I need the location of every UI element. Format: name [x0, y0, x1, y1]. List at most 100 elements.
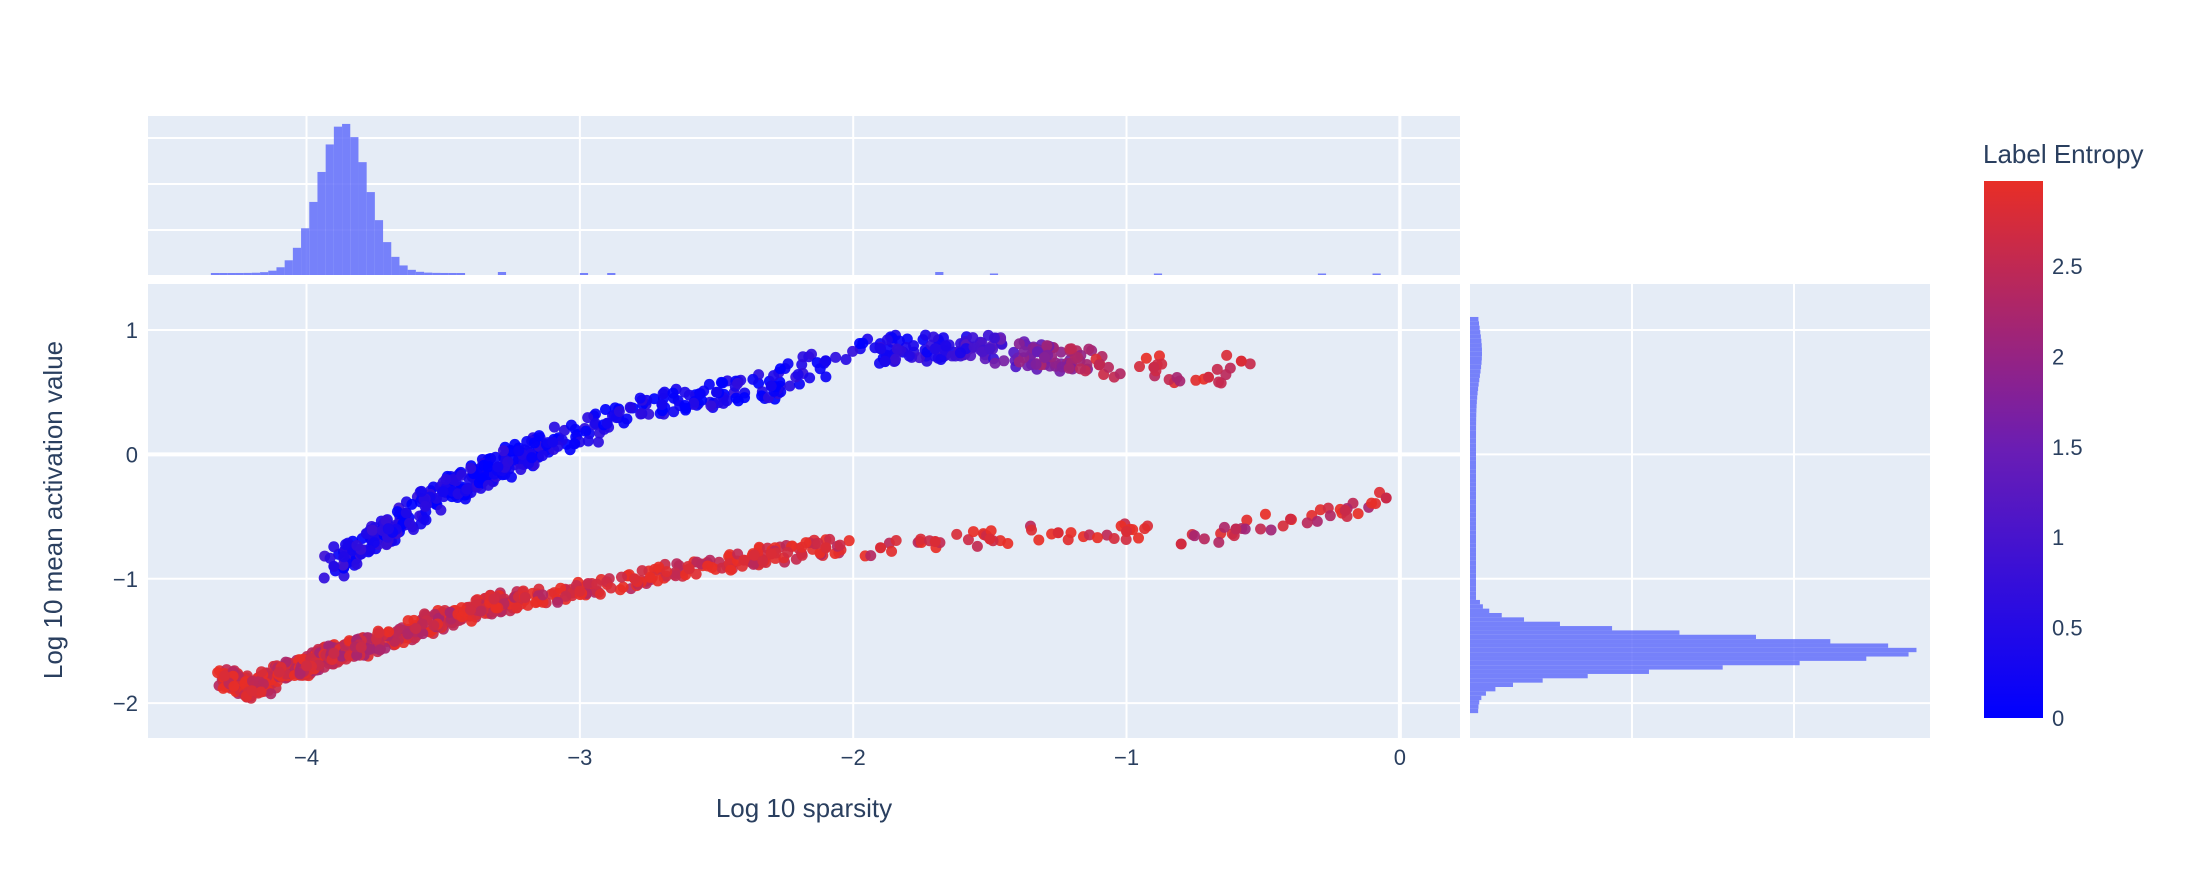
right-histogram-bar — [1470, 364, 1482, 370]
right-histogram-bar — [1470, 604, 1483, 609]
main-grid — [148, 284, 1460, 738]
scatter-point — [410, 623, 422, 635]
scatter-point — [465, 462, 477, 474]
scatter-point — [886, 545, 898, 557]
scatter-point — [1063, 362, 1075, 374]
scatter-point — [1241, 514, 1253, 526]
scatter-point — [748, 549, 760, 561]
right-histogram-bar — [1470, 626, 1613, 631]
scatter-point — [1221, 349, 1233, 361]
scatter-point — [1108, 532, 1120, 544]
right-histogram-bar — [1470, 687, 1496, 692]
right-histogram-bar — [1470, 682, 1514, 688]
scatter-point — [967, 526, 979, 538]
scatter-point — [592, 436, 604, 448]
top-histogram-bar — [301, 228, 310, 275]
scatter-point — [582, 577, 594, 589]
scatter-point — [725, 564, 737, 576]
scatter-point — [255, 666, 267, 678]
scatter-point — [940, 340, 952, 352]
right-histogram-bar — [1470, 595, 1476, 600]
scatter-point — [670, 570, 682, 582]
scatter-point — [1120, 534, 1132, 546]
scatter-point — [661, 566, 673, 578]
top-histogram-bar — [342, 123, 351, 276]
scatter-point — [547, 436, 559, 448]
scatter-point — [511, 602, 523, 614]
scatter-point — [1091, 532, 1103, 544]
scatter-point — [419, 500, 431, 512]
scatter-point — [834, 539, 846, 551]
scatter-point — [879, 355, 891, 367]
scatter-point — [913, 352, 925, 364]
scatter-point — [351, 540, 363, 552]
scatter-point — [840, 353, 852, 365]
scatter-point — [679, 400, 691, 412]
right-histogram-bar — [1470, 578, 1476, 583]
top-histogram-bar — [432, 272, 441, 275]
scatter-point — [605, 582, 617, 594]
right-histogram-bar — [1470, 491, 1476, 496]
scatter-point — [954, 347, 966, 359]
scatter-point — [1174, 375, 1186, 387]
right-histogram-bar — [1470, 652, 1909, 657]
scatter-point — [569, 438, 581, 450]
right-histogram-bar — [1470, 456, 1477, 461]
scatter-point — [998, 355, 1010, 367]
scatter-point — [574, 585, 586, 597]
scatter-point — [951, 528, 963, 540]
right-histogram-bar — [1470, 508, 1476, 513]
right-histogram-bar — [1470, 704, 1479, 709]
scatter-point — [560, 590, 572, 602]
top-histogram-bar — [497, 272, 507, 275]
scatter-point — [962, 534, 974, 546]
right-histogram-bar — [1470, 373, 1480, 378]
right-histogram-bar — [1470, 547, 1476, 553]
right-histogram-bar — [1470, 351, 1482, 357]
top-histogram-bar — [260, 272, 269, 275]
colorbar-tick-label: 0 — [2052, 706, 2064, 731]
right-histogram-bar — [1470, 552, 1476, 557]
scatter-point — [338, 551, 350, 563]
scatter-point — [526, 452, 538, 464]
right-histogram-bar — [1470, 334, 1481, 339]
scatter-point — [533, 430, 545, 442]
scatter-point — [683, 563, 695, 575]
y-tick-label: 1 — [126, 318, 138, 343]
top-histogram-bar — [358, 162, 367, 275]
scatter-point — [865, 550, 877, 562]
right-histogram-bar — [1470, 447, 1477, 452]
scatter-point — [391, 506, 403, 518]
scatter-point — [814, 363, 826, 375]
x-tick-label: −1 — [1114, 745, 1139, 770]
scatter-point — [1013, 356, 1025, 368]
right-histogram-bar — [1470, 443, 1477, 448]
top-histogram-bar — [268, 270, 277, 275]
top-histogram-bar — [350, 137, 359, 275]
scatter-point — [265, 688, 277, 700]
scatter-point — [366, 524, 378, 536]
scatter-point — [601, 417, 613, 429]
right-histogram-bar — [1470, 347, 1482, 352]
colorbar-tick-label: 2.5 — [2052, 254, 2083, 279]
scatter-point — [703, 378, 715, 390]
scatter-point — [621, 413, 633, 425]
scatter-point — [667, 387, 679, 399]
scatter-point — [552, 596, 564, 608]
top-histogram-bar — [448, 272, 457, 275]
scatter-point — [656, 399, 668, 411]
scatter-point — [967, 332, 979, 344]
right-histogram-bar — [1470, 630, 1680, 635]
scatter-point — [380, 515, 392, 527]
scatter-point — [908, 340, 920, 352]
scatter-point — [857, 337, 869, 349]
right-histogram-bar — [1470, 504, 1476, 509]
scatter-point — [824, 533, 836, 545]
scatter-point — [600, 404, 612, 416]
scatter-point — [1026, 524, 1038, 536]
y-tick-label: −1 — [113, 567, 138, 592]
x-tick-label: 0 — [1394, 745, 1406, 770]
top-histogram-bar — [292, 247, 302, 275]
scatter-point — [1218, 521, 1230, 533]
scatter-point — [1255, 523, 1267, 535]
